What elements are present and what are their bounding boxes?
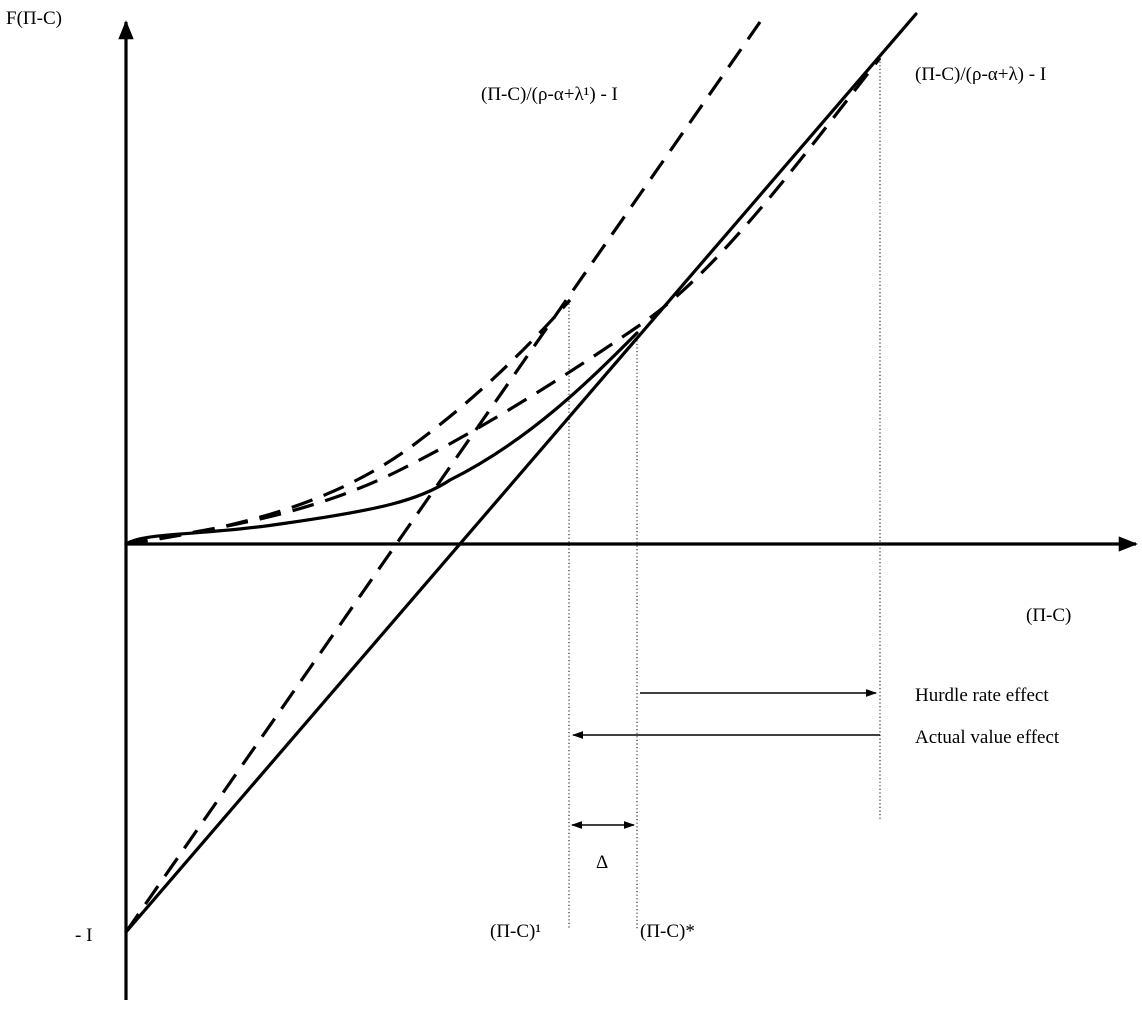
x-axis-label: (Π-C) (1026, 605, 1071, 626)
npv-line-dashed-steep (126, 22, 760, 932)
steep-line-label: (Π-C)/(ρ-α+λ¹) - I (481, 84, 618, 105)
delta-label: Δ (596, 852, 608, 873)
hurdle-rate-label: Hurdle rate effect (915, 685, 1049, 706)
threshold-lambda1-label: (Π-C)¹ (490, 921, 541, 942)
y-axis-label: F(Π-C) (6, 8, 62, 29)
option-value-curve-solid (126, 333, 637, 544)
option-value-curve-dashed (126, 58, 880, 544)
option-value-curve-dashed-upper (126, 300, 570, 544)
y-intercept-label: - I (75, 925, 92, 946)
actual-value-label: Actual value effect (915, 727, 1060, 748)
solid-line-label: (Π-C)/(ρ-α+λ) - I (915, 64, 1046, 85)
npv-line-solid (126, 14, 916, 932)
threshold-star-label: (Π-C)* (640, 921, 695, 942)
